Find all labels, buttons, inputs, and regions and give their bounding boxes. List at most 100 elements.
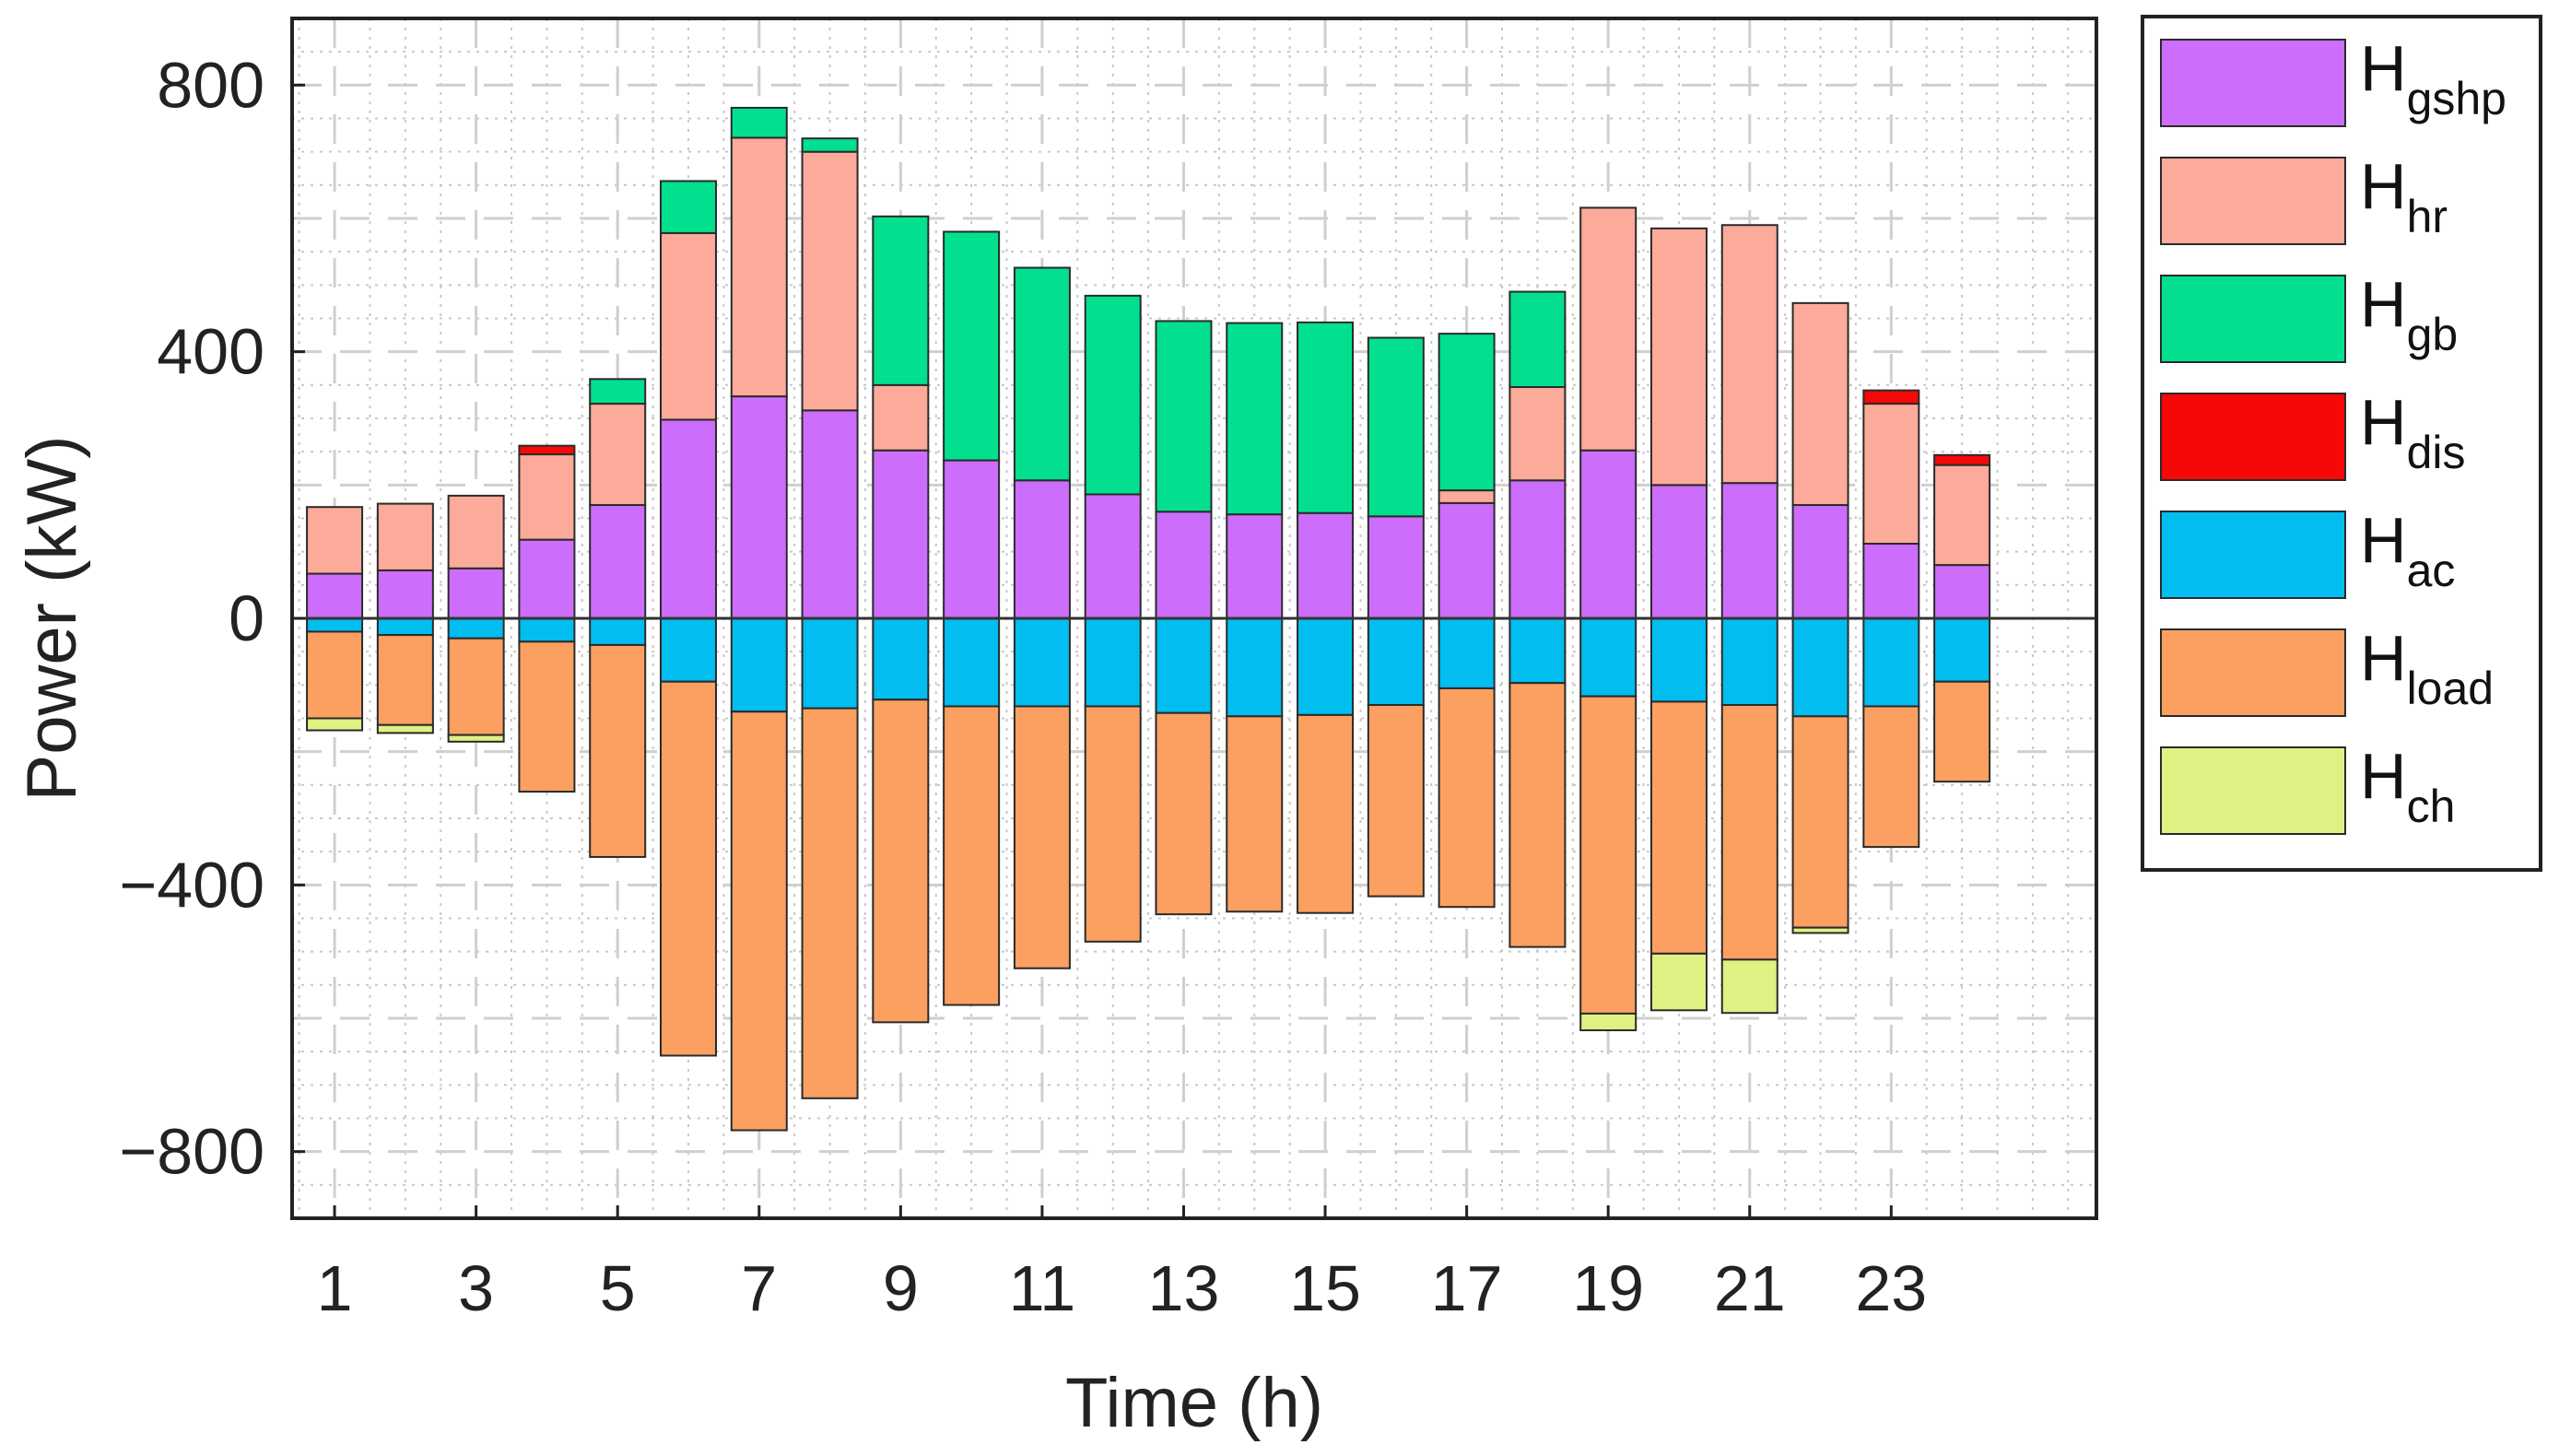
bar-Hhr-17 (1438, 489, 1496, 504)
bar-Hgb-9 (872, 215, 930, 386)
x-tick-label: 5 (600, 1252, 636, 1324)
bar-Hac-19 (1579, 617, 1638, 698)
bar-Hac-16 (1367, 617, 1425, 707)
bar-Hgb-10 (943, 230, 1001, 462)
bar-Hload-1 (306, 630, 364, 720)
bar-Hch-21 (1720, 958, 1778, 1015)
bar-Hch-3 (447, 734, 505, 743)
bar-Hgshp-1 (306, 572, 364, 620)
bar-Hdis-4 (518, 444, 576, 456)
legend-swatch-Hch (2160, 746, 2346, 835)
bar-Hhr-18 (1508, 386, 1567, 482)
bar-Hac-23 (1862, 617, 1920, 708)
bar-Hload-24 (1933, 680, 1991, 783)
bar-Hgshp-19 (1579, 449, 1638, 619)
y-axis-title: Power (kW) (13, 436, 91, 802)
bar-Hgshp-18 (1508, 479, 1567, 620)
bar-Hload-8 (801, 707, 859, 1099)
x-tick-label: 17 (1431, 1252, 1503, 1324)
x-tick-label: 7 (741, 1252, 777, 1324)
bar-Hload-15 (1297, 713, 1355, 914)
bar-Hac-1 (306, 617, 364, 633)
bar-Hgshp-2 (376, 569, 434, 619)
bar-Hac-24 (1933, 617, 1991, 683)
x-tick-label: 1 (317, 1252, 353, 1324)
bar-Hgshp-3 (447, 567, 505, 619)
legend-swatch-Hhr (2160, 157, 2346, 245)
legend-swatch-Hgb (2160, 275, 2346, 363)
bar-Hhr-21 (1720, 224, 1778, 485)
bar-Hgshp-9 (872, 449, 930, 619)
bar-Hload-6 (659, 680, 717, 1057)
bar-Hhr-22 (1791, 301, 1849, 507)
bar-Hac-20 (1649, 617, 1708, 703)
bar-Hhr-20 (1649, 227, 1708, 487)
y-tick-label: 0 (229, 582, 264, 654)
bar-Hgb-16 (1367, 336, 1425, 518)
bar-Hload-13 (1155, 711, 1213, 916)
x-tick-label: 11 (1009, 1252, 1076, 1324)
bar-Hac-7 (730, 617, 788, 713)
bar-Hgb-5 (589, 378, 647, 405)
bar-Hload-22 (1791, 715, 1849, 929)
bar-Hch-2 (376, 723, 434, 734)
legend-label-subscript: ch (2407, 781, 2456, 832)
bar-Hgb-15 (1297, 321, 1355, 514)
y-tick-label: −800 (119, 1116, 264, 1188)
bar-Hac-21 (1720, 617, 1778, 707)
x-tick-label: 9 (883, 1252, 919, 1324)
bar-Hhr-6 (659, 231, 717, 421)
legend-label-subscript: ac (2407, 545, 2456, 596)
legend-label-subscript: load (2407, 663, 2494, 714)
legend-swatch-Hload (2160, 628, 2346, 717)
x-tick-label: 15 (1289, 1252, 1361, 1324)
bar-Hac-5 (589, 617, 647, 646)
bar-Hgshp-17 (1438, 501, 1496, 620)
bar-Hload-19 (1579, 695, 1638, 1015)
bar-Hac-2 (376, 617, 434, 637)
bar-Hac-17 (1438, 617, 1496, 689)
bar-Hac-11 (1013, 617, 1071, 708)
legend-label-subscript: dis (2407, 427, 2466, 478)
x-tick-label: 3 (458, 1252, 494, 1324)
bar-Hgshp-21 (1720, 482, 1778, 619)
bar-Hgshp-15 (1297, 511, 1355, 619)
bar-Hgb-17 (1438, 333, 1496, 492)
legend-swatch-Hgshp (2160, 39, 2346, 127)
bar-Hload-12 (1084, 705, 1142, 943)
bar-Hgshp-20 (1649, 484, 1708, 619)
y-tick-label: −400 (119, 849, 264, 921)
bar-Hload-23 (1862, 705, 1920, 849)
bar-Hload-7 (730, 710, 788, 1132)
bar-Hac-3 (447, 617, 505, 640)
bar-Hgshp-10 (943, 459, 1001, 619)
bar-Hgshp-7 (730, 395, 788, 619)
bar-Hac-10 (943, 617, 1001, 708)
bar-Hload-10 (943, 705, 1001, 1006)
bar-Hac-22 (1791, 617, 1849, 718)
bar-Hac-18 (1508, 617, 1567, 685)
bar-Hload-3 (447, 637, 505, 736)
bar-Hgshp-6 (659, 418, 717, 619)
bar-Hhr-19 (1579, 206, 1638, 452)
bar-Hac-14 (1226, 617, 1284, 718)
bar-Hload-20 (1649, 700, 1708, 955)
bar-Hch-1 (306, 717, 364, 732)
bar-Hgb-14 (1226, 322, 1284, 516)
bar-Hgb-18 (1508, 290, 1567, 389)
bar-Hload-14 (1226, 715, 1284, 913)
bar-Hgshp-24 (1933, 564, 1991, 620)
bar-Hac-8 (801, 617, 859, 710)
bar-Hhr-3 (447, 494, 505, 569)
bar-Hhr-23 (1862, 403, 1920, 545)
x-axis-title: Time (h) (1065, 1364, 1323, 1442)
y-tick-label: 800 (157, 49, 264, 121)
bar-Hac-13 (1155, 617, 1213, 714)
bar-Hgshp-22 (1791, 504, 1849, 619)
legend-label-subscript: hr (2407, 191, 2447, 242)
bar-Hload-18 (1508, 682, 1567, 948)
bar-Hgb-6 (659, 180, 717, 234)
